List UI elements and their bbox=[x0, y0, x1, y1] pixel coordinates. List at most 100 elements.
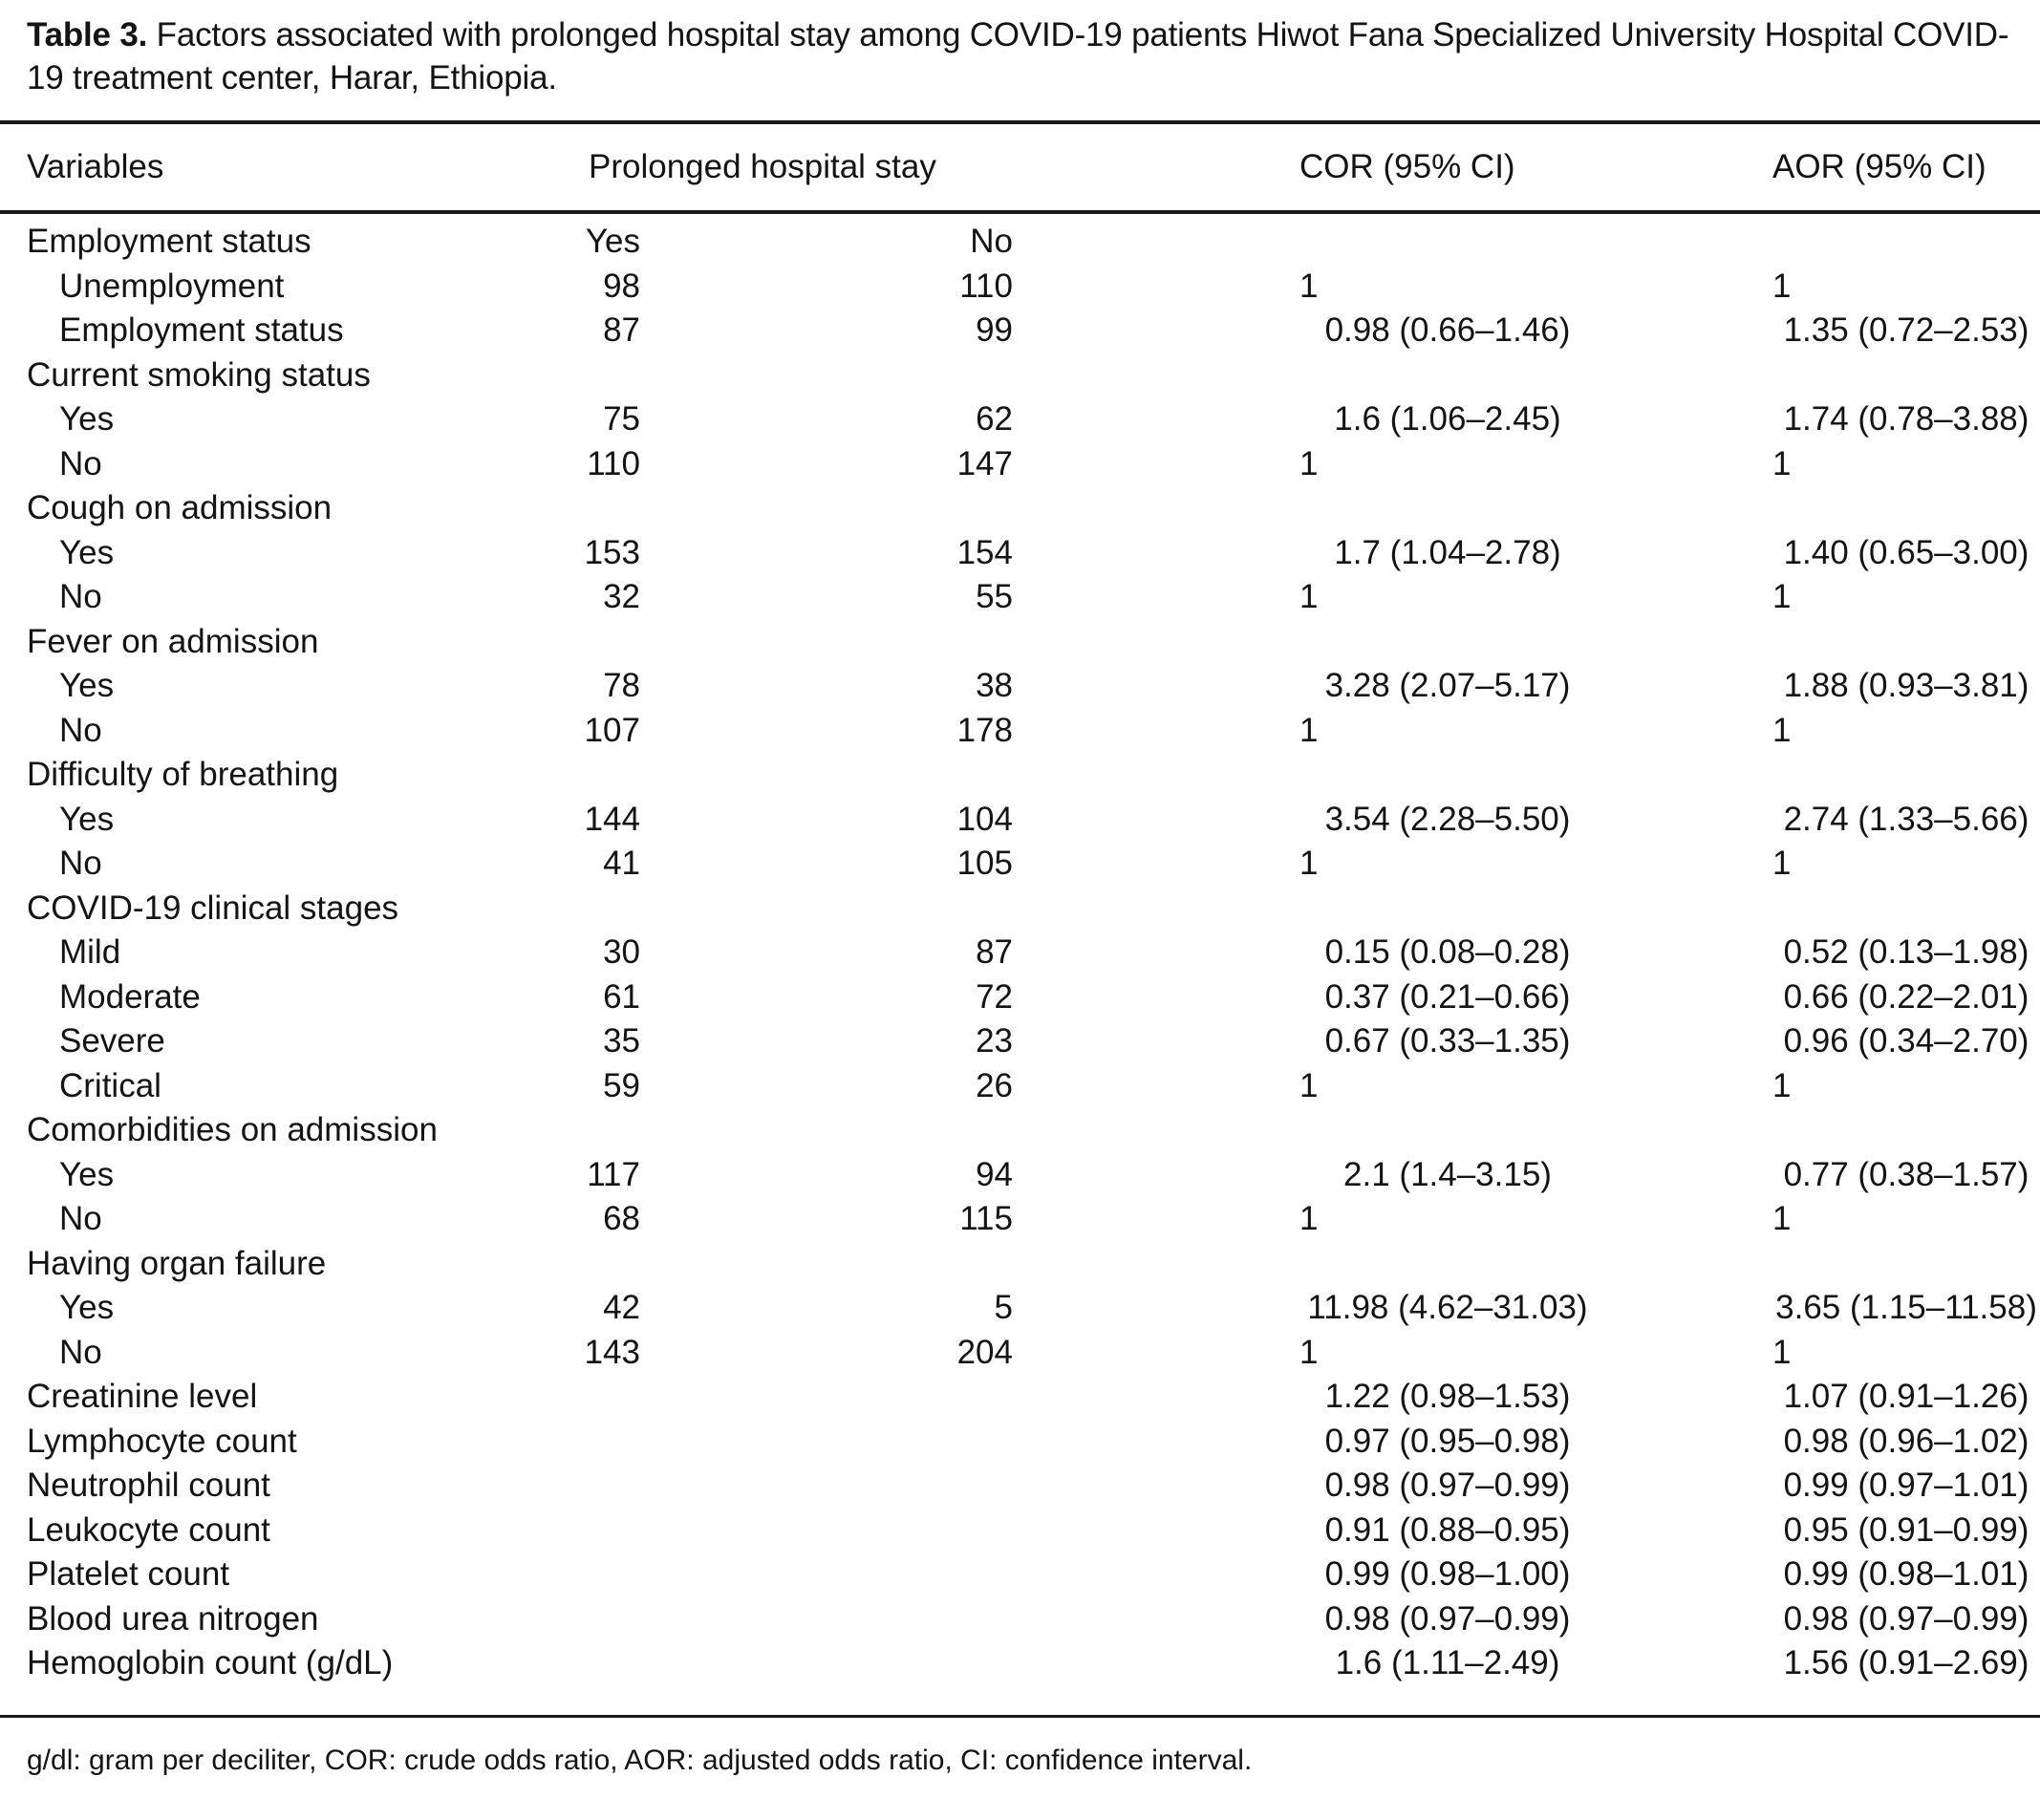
cell-no: 178 bbox=[956, 711, 1013, 749]
cell-cor: 1.6 (1.11–2.49) bbox=[1013, 1644, 1596, 1682]
table-row: No 68 115 1 1 bbox=[0, 1197, 2040, 1242]
row-label: Yes bbox=[59, 667, 115, 705]
table-row: COVID-19 clinical stages bbox=[0, 887, 2040, 931]
cell-no: No bbox=[970, 223, 1013, 261]
aor-value: 0.99 (0.98–1.01) bbox=[1783, 1555, 2029, 1594]
aor-value: 1 bbox=[1772, 1066, 1792, 1104]
cell-cor: 0.97 (0.95–0.98) bbox=[1013, 1423, 1596, 1461]
row-label: Hemoglobin count (g/dL) bbox=[27, 1644, 394, 1682]
row-label: Fever on admission bbox=[27, 622, 319, 660]
aor-value: 0.66 (0.22–2.01) bbox=[1783, 977, 2029, 1016]
cor-value: 1.6 (1.06–2.45) bbox=[1334, 400, 1561, 439]
aor-value: 0.52 (0.13–1.98) bbox=[1783, 933, 2029, 972]
aor-value: 1 bbox=[1772, 578, 1792, 616]
cor-value: 0.97 (0.95–0.98) bbox=[1324, 1422, 1571, 1460]
row-label: Current smoking status bbox=[27, 355, 371, 394]
cor-value: 11.98 (4.62–31.03) bbox=[1307, 1289, 1588, 1327]
aor-value: 1.07 (0.91–1.26) bbox=[1783, 1378, 2029, 1416]
table-row: Mild 30 87 0.15 (0.08–0.28) 0.52 (0.13–1… bbox=[0, 931, 2040, 975]
row-label: No bbox=[59, 711, 102, 749]
cor-value: 1 bbox=[1299, 444, 1319, 482]
cell-aor: 1 bbox=[1596, 1200, 2040, 1238]
row-label: Yes bbox=[59, 400, 115, 439]
table-caption-text: Factors associated with prolonged hospit… bbox=[27, 16, 2009, 96]
aor-value: 0.95 (0.91–0.99) bbox=[1783, 1510, 2029, 1549]
cell-cor: 1.22 (0.98–1.53) bbox=[1013, 1378, 1596, 1416]
paper-table-page: Table 3. Factors associated with prolong… bbox=[0, 13, 2040, 1779]
cell-yes: 117 bbox=[587, 1155, 640, 1193]
cor-value: 1 bbox=[1299, 1066, 1319, 1104]
aor-value: 1 bbox=[1772, 1333, 1792, 1371]
row-label: No bbox=[59, 1200, 102, 1238]
cell-no: 72 bbox=[976, 977, 1013, 1016]
cell-no: 87 bbox=[976, 933, 1013, 972]
cell-aor: 0.96 (0.34–2.70) bbox=[1596, 1022, 2040, 1060]
row-label: Comorbidities on admission bbox=[27, 1111, 438, 1149]
cor-value: 1 bbox=[1299, 1200, 1319, 1238]
cor-value: 0.99 (0.98–1.00) bbox=[1324, 1555, 1571, 1594]
cell-yes: Yes bbox=[585, 223, 640, 261]
cell-cor: 0.98 (0.97–0.99) bbox=[1013, 1467, 1596, 1505]
cell-aor: 0.98 (0.97–0.99) bbox=[1596, 1600, 2040, 1638]
cell-yes: 87 bbox=[603, 311, 640, 350]
cell-cor: 1 bbox=[1013, 712, 1596, 750]
row-label: Yes bbox=[59, 533, 115, 571]
row-label: Blood urea nitrogen bbox=[27, 1599, 319, 1638]
row-label: No bbox=[59, 845, 102, 883]
aor-value: 0.77 (0.38–1.57) bbox=[1783, 1155, 2029, 1193]
cor-value: 1 bbox=[1299, 267, 1319, 305]
cor-value: 1 bbox=[1299, 845, 1319, 883]
cell-no: 147 bbox=[956, 444, 1013, 482]
cell-no: 62 bbox=[976, 400, 1013, 439]
cor-value: 1.22 (0.98–1.53) bbox=[1324, 1378, 1571, 1416]
cell-cor: 1 bbox=[1013, 268, 1596, 306]
cell-yes: 61 bbox=[603, 977, 640, 1016]
aor-value: 1 bbox=[1772, 267, 1792, 305]
aor-value: 0.98 (0.96–1.02) bbox=[1783, 1422, 2029, 1460]
table-row: Having organ failure bbox=[0, 1242, 2040, 1287]
cell-yes: 35 bbox=[603, 1022, 640, 1060]
row-label: Mild bbox=[59, 933, 121, 972]
aor-value: 1 bbox=[1772, 711, 1792, 749]
cell-aor: 0.95 (0.91–0.99) bbox=[1596, 1511, 2040, 1550]
row-label: Neutrophil count bbox=[27, 1467, 270, 1505]
cor-value: 0.15 (0.08–0.28) bbox=[1324, 933, 1571, 972]
cell-no: 154 bbox=[956, 533, 1013, 571]
aor-value: 1.74 (0.78–3.88) bbox=[1783, 400, 2029, 439]
row-label: No bbox=[59, 444, 102, 482]
table-row: Unemployment 98 110 1 1 bbox=[0, 265, 2040, 310]
table-row: Moderate 61 72 0.37 (0.21–0.66) 0.66 (0.… bbox=[0, 975, 2040, 1020]
aor-value: 0.99 (0.97–1.01) bbox=[1783, 1467, 2029, 1505]
cell-yes: 78 bbox=[603, 667, 640, 705]
cor-value: 1 bbox=[1299, 1333, 1319, 1371]
cell-yes: 68 bbox=[603, 1200, 640, 1238]
cell-cor: 1 bbox=[1013, 445, 1596, 483]
cell-cor: 3.28 (2.07–5.17) bbox=[1013, 667, 1596, 705]
row-label: Critical bbox=[59, 1066, 161, 1104]
row-label: Employment status bbox=[59, 311, 344, 350]
table-row: Severe 35 23 0.67 (0.33–1.35) 0.96 (0.34… bbox=[0, 1019, 2040, 1064]
aor-value: 1.40 (0.65–3.00) bbox=[1783, 533, 2029, 571]
cell-aor: 1.74 (0.78–3.88) bbox=[1596, 400, 2040, 439]
cell-aor: 0.66 (0.22–2.01) bbox=[1596, 978, 2040, 1017]
bottom-rule bbox=[0, 1714, 2040, 1718]
row-label: No bbox=[59, 578, 102, 616]
cor-value: 0.98 (0.97–0.99) bbox=[1324, 1599, 1571, 1638]
cell-aor: 1.88 (0.93–3.81) bbox=[1596, 667, 2040, 705]
row-label: Employment status bbox=[27, 223, 311, 261]
table-row: Creatinine level 1.22 (0.98–1.53) 1.07 (… bbox=[0, 1375, 2040, 1420]
cell-yes: 59 bbox=[603, 1066, 640, 1104]
table-row: Yes 42 5 11.98 (4.62–31.03) 3.65 (1.15–1… bbox=[0, 1286, 2040, 1331]
cell-cor: 0.15 (0.08–0.28) bbox=[1013, 933, 1596, 972]
cell-yes: 153 bbox=[584, 533, 640, 571]
column-header-prolonged-stay: Prolonged hospital stay bbox=[589, 148, 936, 185]
aor-value: 0.98 (0.97–0.99) bbox=[1783, 1599, 2029, 1638]
cell-aor: 1.40 (0.65–3.00) bbox=[1596, 534, 2040, 572]
cell-cor: 1 bbox=[1013, 1200, 1596, 1238]
cell-yes: 75 bbox=[603, 400, 640, 439]
cell-cor: 1.6 (1.06–2.45) bbox=[1013, 400, 1596, 439]
cell-cor: 0.67 (0.33–1.35) bbox=[1013, 1022, 1596, 1060]
table-row: Critical 59 26 1 1 bbox=[0, 1064, 2040, 1109]
table-row: Platelet count 0.99 (0.98–1.00) 0.99 (0.… bbox=[0, 1552, 2040, 1597]
row-label: Lymphocyte count bbox=[27, 1422, 297, 1460]
